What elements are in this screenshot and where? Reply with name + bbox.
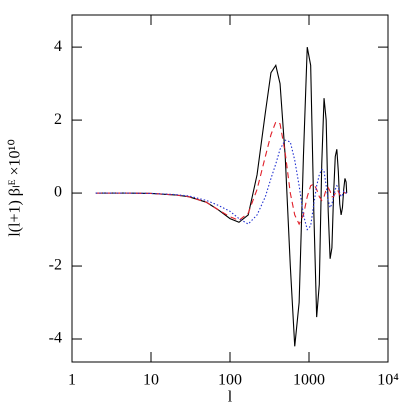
y-tick-label: 4 bbox=[54, 38, 62, 55]
y-tick-label: -2 bbox=[49, 257, 62, 274]
y-tick-label: -4 bbox=[49, 330, 62, 347]
x-axis-label: l bbox=[228, 389, 233, 406]
y-axis-label: l(l+1) βₗᴱ ×10¹⁰ bbox=[7, 139, 24, 237]
x-tick-label: 10 bbox=[143, 372, 159, 389]
y-tick-label: 0 bbox=[54, 184, 62, 201]
y-tick-label: 2 bbox=[54, 111, 62, 128]
x-tick-label: 1 bbox=[68, 372, 76, 389]
series-line bbox=[95, 139, 347, 231]
x-tick-label: 10⁴ bbox=[377, 372, 399, 389]
plot-frame bbox=[71, 14, 389, 363]
x-tick-label: 1000 bbox=[293, 372, 325, 389]
series-line bbox=[95, 47, 348, 347]
series-line bbox=[95, 121, 347, 226]
x-tick-label: 100 bbox=[218, 372, 242, 389]
